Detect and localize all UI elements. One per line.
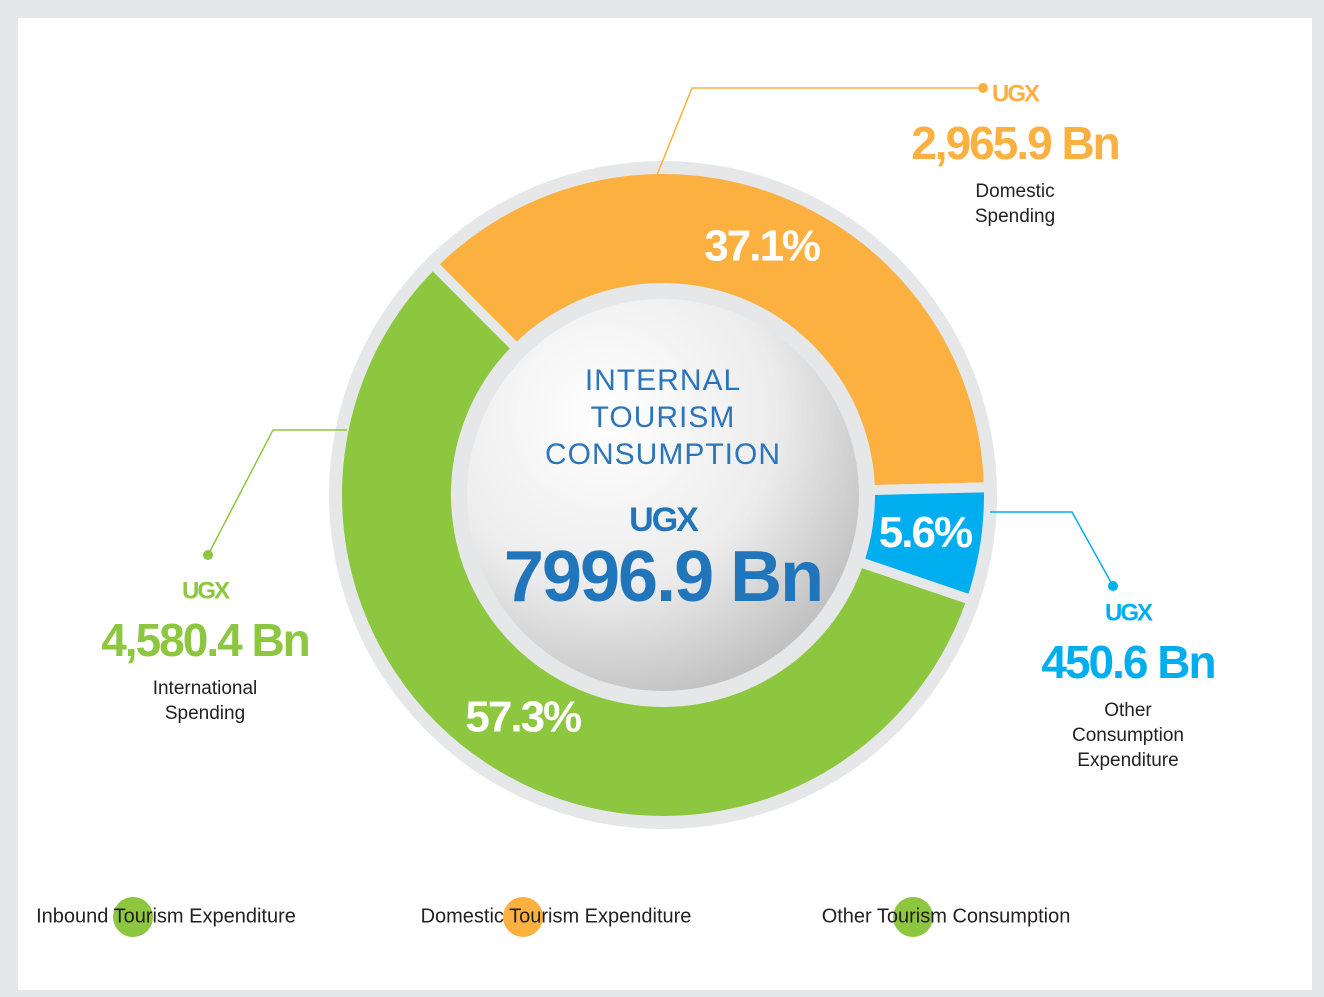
callout-label: Domestic [975,181,1054,202]
legend-swatch [893,897,933,937]
center-title: INTERNAL [585,364,741,397]
value-label: 5.6% [879,508,972,557]
leader-dot [1108,581,1118,591]
callout-label: Consumption [1072,725,1184,746]
callout-currency: UGX [992,80,1040,107]
callout-currency: UGX [1105,599,1153,626]
leader-line [990,511,1114,587]
center-disc [467,299,859,691]
leader-line [207,429,347,556]
callout-label: Spending [975,206,1055,227]
callout-label: International [153,678,258,699]
callout-label: Expenditure [1077,750,1178,771]
callout-amount: 450.6 Bn [1041,636,1214,688]
legend-swatch [503,897,543,937]
legend-label: Domestic Tourism Expenditure [421,905,692,927]
value-label: 57.3% [465,693,581,742]
callout-label: Other [1104,700,1152,721]
legend-swatch [113,897,153,937]
center-title: TOURISM [591,401,736,434]
leader-dot [978,83,988,93]
leader-dot [203,550,213,560]
legend-label: Inbound Tourism Expenditure [36,905,296,927]
center-total: 7996.9 Bn [504,537,822,617]
callout-currency: UGX [182,577,230,604]
value-label: 37.1% [704,222,820,271]
callout-amount: 4,580.4 Bn [101,614,309,666]
callout-label: Spending [165,703,245,724]
legend-label: Other Tourism Consumption [822,905,1071,927]
center-currency: UGX [629,501,699,539]
leader-line [656,87,983,176]
center-title: CONSUMPTION [545,438,781,471]
callout-amount: 2,965.9 Bn [911,117,1119,169]
